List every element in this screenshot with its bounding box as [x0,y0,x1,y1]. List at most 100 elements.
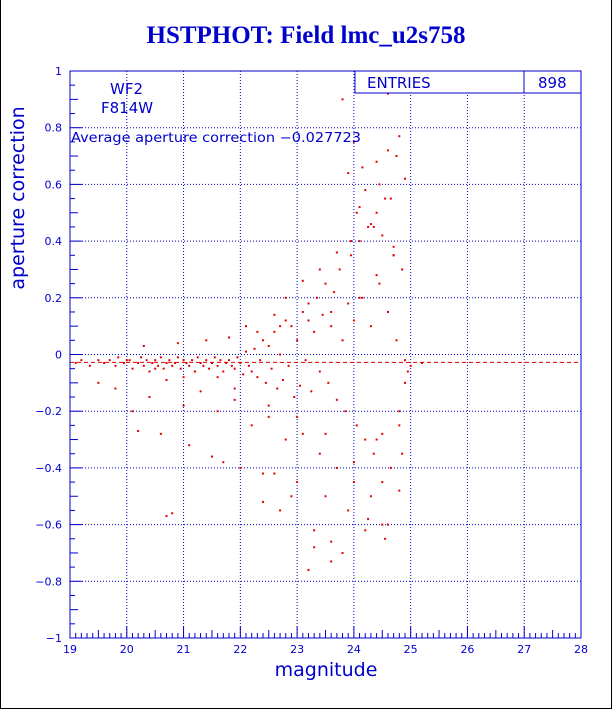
y-axis-ticks: −1 −0.8 −0.6 −0.4 −0.2 0 0.2 0.4 0.6 0.8 1 [35,65,82,645]
data-point [114,387,117,390]
data-point [159,356,162,359]
data-point [191,359,194,362]
data-point [335,251,338,254]
data-point [236,356,239,359]
data-point [364,438,367,441]
data-point [358,296,361,299]
data-point [250,370,253,373]
data-point [262,339,265,342]
data-point [313,529,316,532]
data-point [128,359,131,362]
data-point [165,362,168,365]
data-point [369,325,372,328]
data-point [256,376,259,379]
data-point [148,396,151,399]
data-point [395,155,398,158]
data-point [154,367,157,370]
data-point [290,495,293,498]
data-point [239,466,242,469]
data-point [401,452,404,455]
data-point [267,415,270,418]
y-tick-label: 1 [55,65,62,78]
data-point [279,509,282,512]
data-point [97,381,100,384]
data-point [122,362,125,365]
data-point [401,268,404,271]
data-point [398,410,401,413]
data-point [247,364,250,367]
data-point [239,362,242,365]
data-point [131,410,134,413]
data-point [264,381,267,384]
data-point [324,495,327,498]
data-point [386,149,389,152]
data-point [216,364,219,367]
data-point [324,432,327,435]
data-point [139,356,142,359]
data-point [358,206,361,209]
data-point [398,489,401,492]
grid [70,71,581,638]
data-point [352,481,355,484]
data-point [296,481,299,484]
data-point [210,362,213,365]
data-point [369,495,372,498]
data-point [273,330,276,333]
data-point [378,183,381,186]
stats-entries-value: 898 [538,74,567,92]
data-point [262,500,265,503]
data-point [176,356,179,359]
data-point [361,166,364,169]
data-point [245,350,248,353]
x-tick-label: 21 [177,643,191,656]
data-point [182,404,185,407]
data-point [165,379,168,382]
data-point [233,398,236,401]
data-point [341,98,344,101]
data-point [202,364,205,367]
data-point [233,367,236,370]
data-point [350,254,353,257]
data-point [259,359,262,362]
data-point [205,339,208,342]
data-point [315,296,318,299]
data-point [324,282,327,285]
data-point [157,364,160,367]
data-point [352,461,355,464]
data-point [421,362,424,365]
data-point [310,390,313,393]
stats-entries-label: ENTRIES [367,74,431,92]
data-point [384,537,387,540]
data-point [406,370,409,373]
data-point [245,325,248,328]
data-point [242,373,245,376]
data-point [409,364,412,367]
data-point [171,512,174,515]
data-point [330,310,333,313]
data-point [125,359,128,362]
data-point [398,424,401,427]
average-annotation: Average aperture correction −0.027723 [71,131,361,146]
data-point [293,396,296,399]
data-point [216,376,219,379]
data-point [381,234,384,237]
data-point [378,282,381,285]
y-tick-label: −0.6 [35,519,62,532]
data-point [330,540,333,543]
x-tick-label: 28 [574,643,588,656]
data-point [219,359,222,362]
data-point [375,160,378,163]
data-point [227,359,230,362]
data-point [174,362,177,365]
data-point [398,135,401,138]
data-point [364,189,367,192]
data-point [392,245,395,248]
data-point [372,452,375,455]
data-point [270,367,273,370]
y-tick-label: 0.6 [45,178,63,191]
data-point [344,410,347,413]
data-point [142,344,145,347]
data-point [171,364,174,367]
data-point [250,424,253,427]
